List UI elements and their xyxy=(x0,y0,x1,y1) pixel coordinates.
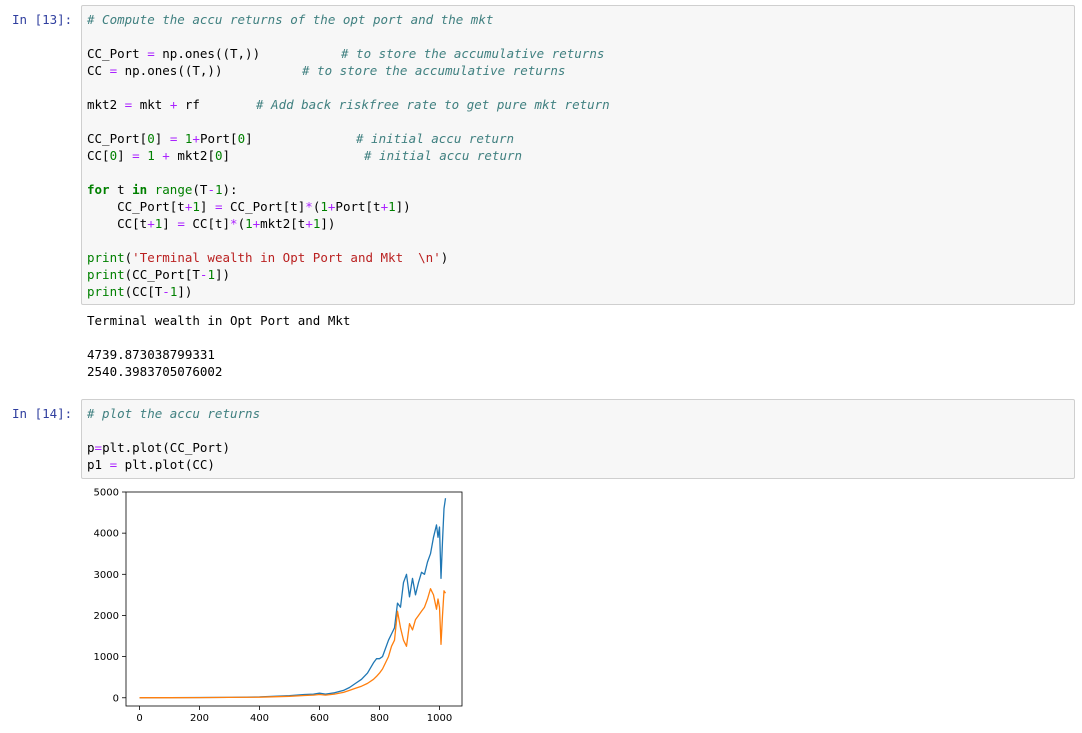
output-line: 4739.873038799331 xyxy=(87,347,215,362)
code-line: CC = np.ones((T,)) # to store the accumul… xyxy=(87,62,565,79)
code-text: CC[t+1] = CC[t]*(1+mkt2[t+1]) xyxy=(87,216,336,231)
code-comment: # to store the accumulative returns xyxy=(302,63,566,78)
code-text: CC[0] = 1 + mkt2[0] xyxy=(87,148,231,163)
x-tick-label: 0 xyxy=(136,713,142,724)
code-editor[interactable]: # Compute the accu returns of the opt po… xyxy=(81,5,1075,305)
line-chart: 0 200 400 600 800 1000 0 1000 2000 3000 4000 5000 xyxy=(94,488,463,724)
cell-prompt: In [14]: xyxy=(12,406,73,421)
x-tick-label: 1000 xyxy=(427,713,452,724)
plot-area xyxy=(125,491,463,707)
code-line: # plot the accu returns xyxy=(87,405,260,422)
code-line: p1 = plt.plot(CC) xyxy=(87,456,215,473)
code-line: CC[0] = 1 + mkt2[0] # initial accu return xyxy=(87,147,522,164)
code-text: CC = np.ones((T,)) xyxy=(87,63,223,78)
code-line: print(CC_Port[T-1]) xyxy=(87,266,230,283)
code-line: mkt2 = mkt + rf # Add back riskfree rate … xyxy=(87,96,610,113)
code-text: print(CC_Port[T-1]) xyxy=(87,267,231,282)
code-line: CC_Port = np.ones((T,)) # to store the ac… xyxy=(87,45,604,62)
x-tick-label: 800 xyxy=(370,713,389,724)
y-tick-label: 2000 xyxy=(94,611,119,622)
x-tick-label: 200 xyxy=(190,713,209,724)
code-text: p1 = plt.plot(CC) xyxy=(87,457,215,472)
code-comment: # to store the accumulative returns xyxy=(341,46,605,61)
code-line: # Compute the accu returns of the opt po… xyxy=(87,11,493,28)
code-editor[interactable]: # plot the accu returns p=plt.plot(CC_Por… xyxy=(81,399,1075,479)
code-text: for t in range(T-1): xyxy=(87,182,238,197)
code-text: print('Terminal wealth in Opt Port and M… xyxy=(87,250,449,265)
y-tick-label: 4000 xyxy=(94,529,119,540)
output-line: Terminal wealth in Opt Port and Mkt xyxy=(87,313,351,328)
code-line: print('Terminal wealth in Opt Port and M… xyxy=(87,249,448,266)
plot-output: 0 200 400 600 800 1000 0 1000 2000 3000 4000 5000 xyxy=(81,484,465,729)
code-line: for t in range(T-1): xyxy=(87,181,238,198)
series-line-1 xyxy=(139,588,447,699)
code-comment: # initial accu return xyxy=(356,131,515,146)
cell-prompt: In [13]: xyxy=(12,12,73,27)
series-line-0 xyxy=(139,498,447,699)
code-line: CC_Port[0] = 1+Port[0] # initial accu ret… xyxy=(87,130,514,147)
code-text: mkt2 = mkt + rf xyxy=(87,97,200,112)
code-line: print(CC[T-1]) xyxy=(87,283,192,300)
code-comment: # Compute the accu returns of the opt po… xyxy=(87,12,494,27)
code-comment: # plot the accu returns xyxy=(87,406,261,421)
y-tick-label: 5000 xyxy=(94,488,119,499)
code-text: CC_Port[0] = 1+Port[0] xyxy=(87,131,253,146)
code-text: CC_Port = np.ones((T,)) xyxy=(87,46,261,61)
x-tick-label: 400 xyxy=(250,713,269,724)
code-text: CC_Port[t+1] = CC_Port[t]*(1+Port[t+1]) xyxy=(87,199,411,214)
code-line: CC[t+1] = CC[t]*(1+mkt2[t+1]) xyxy=(87,215,335,232)
x-tick-label: 600 xyxy=(310,713,329,724)
code-text: p=plt.plot(CC_Port) xyxy=(87,440,230,455)
code-line: CC_Port[t+1] = CC_Port[t]*(1+Port[t+1]) xyxy=(87,198,411,215)
code-line: p=plt.plot(CC_Port) xyxy=(87,439,230,456)
output-line: 2540.3983705076002 xyxy=(87,364,223,379)
y-tick-label: 3000 xyxy=(94,570,119,581)
y-tick-label: 1000 xyxy=(94,652,119,663)
code-comment: # initial accu return xyxy=(364,148,523,163)
code-text: print(CC[T-1]) xyxy=(87,284,193,299)
code-comment: # Add back riskfree rate to get pure mkt… xyxy=(256,97,610,112)
y-tick-label: 0 xyxy=(113,693,119,704)
